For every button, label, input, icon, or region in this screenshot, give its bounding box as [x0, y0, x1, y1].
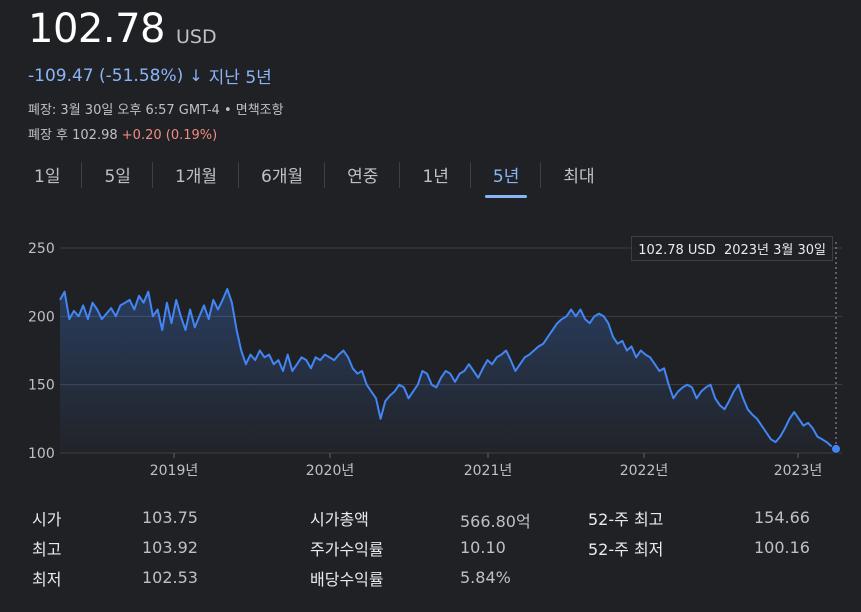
- range-tabs: 1일 5일 1개월 6개월 연중 1년 5년 최대: [12, 158, 617, 198]
- stat-label: 배당수익률: [310, 570, 384, 589]
- y-tick-label: 100: [28, 446, 55, 462]
- tab-max[interactable]: 최대: [563, 167, 595, 187]
- tab-6m[interactable]: 6개월: [239, 158, 326, 192]
- stat-label: 시가총액: [310, 510, 369, 529]
- x-tick-label: 2021년: [464, 463, 513, 479]
- stat-label: 주가수익률: [310, 540, 384, 559]
- stat-value: 5.84%: [460, 568, 511, 587]
- x-tick-label: 2022년: [620, 463, 669, 479]
- y-tick-label: 250: [28, 241, 55, 257]
- tab-1d[interactable]: 1일: [12, 158, 83, 192]
- after-hours-change: +0.20 (0.19%): [121, 128, 218, 143]
- tooltip-price: 102.78 USD: [638, 243, 716, 258]
- stat-value: 102.53: [142, 568, 198, 587]
- arrow-down-icon: ↓: [189, 66, 203, 85]
- stat-value: 566.80억: [460, 512, 531, 531]
- tab-ytd[interactable]: 연중: [325, 158, 401, 192]
- tab-1y[interactable]: 1년: [400, 158, 472, 192]
- x-tick-label: 2020년: [306, 463, 355, 479]
- x-tick-label: 2019년: [150, 463, 199, 479]
- change-value: -109.47 (-51.58%): [28, 65, 184, 86]
- stat-value: 103.75: [142, 508, 198, 527]
- tab-1m[interactable]: 1개월: [153, 158, 240, 192]
- y-tick-label: 200: [28, 309, 55, 325]
- chart-tooltip: 102.78 USD 2023년 3월 30일: [631, 236, 833, 261]
- tab-5y[interactable]: 5년: [471, 158, 542, 198]
- series-line: [59, 288, 837, 450]
- stat-value: 10.10: [460, 538, 506, 557]
- stat-label: 52-주 최저: [588, 540, 664, 559]
- stat-value: 103.92: [142, 538, 198, 557]
- y-tick-label: 150: [28, 378, 55, 394]
- last-point-marker: [831, 443, 841, 454]
- stat-value: 154.66: [754, 508, 810, 527]
- tooltip-date: 2023년 3월 30일: [723, 243, 826, 258]
- after-hours-info: 폐장 후 102.98 +0.20 (0.19%): [28, 124, 217, 143]
- tab-5d[interactable]: 5일: [82, 158, 154, 192]
- close-info: 폐장: 3월 30일 오후 6:57 GMT-4 • 면책조항: [28, 103, 284, 118]
- stat-label: 최고: [32, 540, 62, 559]
- x-tick-label: 2023년: [774, 463, 823, 479]
- stat-label: 52-주 최고: [588, 510, 664, 529]
- stat-value: 100.16: [754, 538, 810, 557]
- change-period: 지난 5년: [208, 68, 272, 88]
- stat-label: 시가: [32, 510, 62, 529]
- currency-label: USD: [176, 26, 217, 48]
- price-chart[interactable]: 250 200 150 100 2019년 2020년 2021년 2022년 2023년: [0, 228, 861, 488]
- after-hours-price: 폐장 후 102.98: [28, 128, 118, 143]
- price-change: -109.47 (-51.58%) ↓ 지난 5년: [28, 63, 272, 89]
- area-fill: [60, 289, 836, 453]
- stat-label: 최저: [32, 570, 62, 589]
- stock-price: 102.78: [28, 6, 165, 52]
